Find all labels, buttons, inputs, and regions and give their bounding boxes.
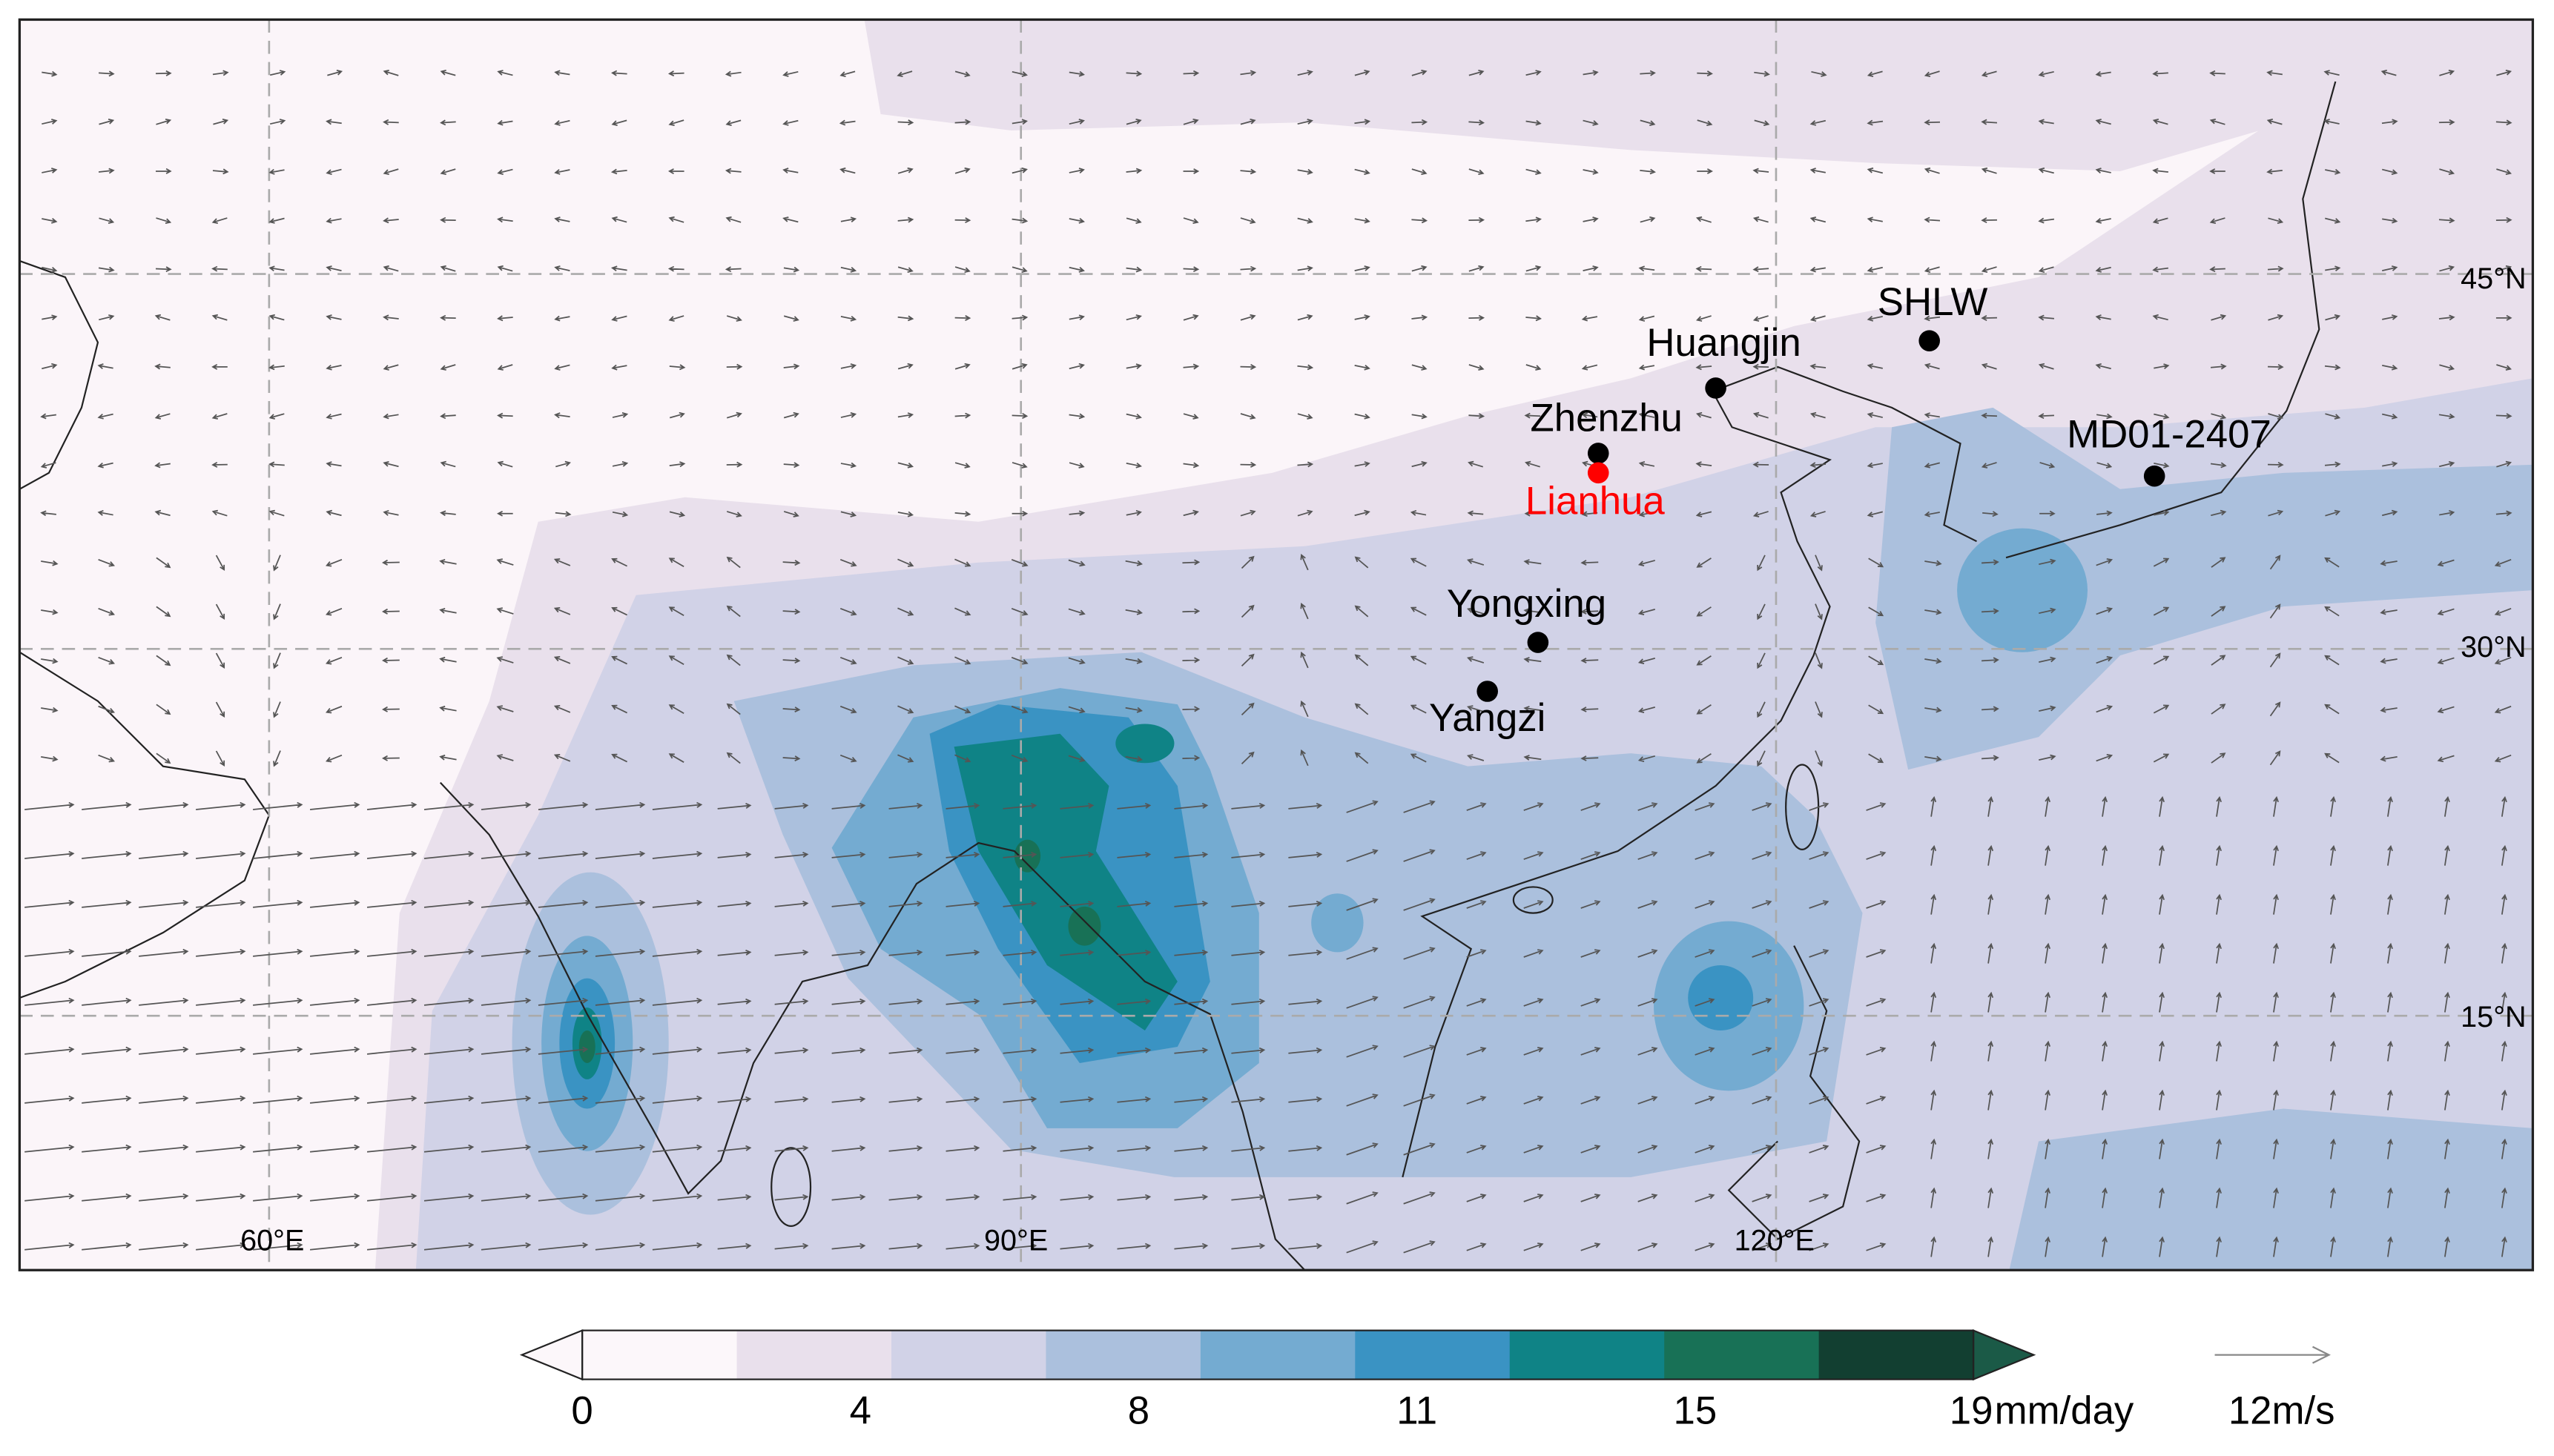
contour-band [1957,528,2088,652]
site-marker [1476,681,1498,702]
map-frame [18,18,2535,1271]
colorbar-tick-label: 11 [1396,1389,1437,1433]
contour-band [1875,407,2533,770]
reference-arrow [2214,1346,2331,1364]
reference-value: 12 [2228,1389,2272,1433]
longitude-label: 120°E [1735,1224,1815,1257]
contour-band [2009,1108,2533,1271]
site-label: MD01-2407 [2067,412,2271,456]
colorbar-extend-high [1972,1328,2036,1381]
coastline [1512,886,1554,914]
colorbar-segment [1355,1330,1511,1380]
coastline [439,781,1306,1271]
site-marker [2143,465,2165,487]
site-label: Yangzi [1429,696,1545,740]
reference-unit: m/s [2272,1389,2335,1433]
colorbar-frame [581,1329,1975,1380]
wind-vectors [24,69,2512,1257]
site-label: Huangjin [1646,321,1801,365]
colorbar-tick-label: 8 [1128,1389,1149,1433]
longitude-label: 60°E [240,1224,304,1257]
contour-band [1688,964,1754,1030]
colorbar-segment [1509,1330,1666,1380]
coastline [1727,945,1861,1240]
graticule [19,19,2533,1271]
colorbar-segment [1818,1330,1975,1380]
site-marker [1918,330,1940,351]
labels: 60°E 90°E 120°E 45°N 30°N 15°N SHLW Huangjin Zhe… [240,262,2526,1433]
contour-band [1068,906,1101,946]
contour-band [1115,724,1175,764]
colorbar-segment [1046,1330,1201,1380]
coastline [1402,365,1977,1178]
coastline [19,259,99,490]
site-marker [1705,377,1726,399]
colorbar-segment [736,1330,893,1380]
site-marker [1587,462,1609,484]
contour-band [864,19,2533,171]
site-label: Lianhua [1525,480,1665,523]
colorbar-tick-label: 19 [1950,1389,1993,1433]
colorbar-segment [582,1330,738,1380]
coastlines [19,81,2337,1271]
colorbar-tick-label: 4 [850,1389,871,1433]
colorbar-segment [1664,1330,1820,1380]
latitude-label: 45°N [2461,262,2526,295]
precipitation-field [19,19,2533,1271]
colorbar-segment [891,1330,1047,1380]
coastline [771,1147,812,1227]
site-label: Yongxing [1447,582,1606,626]
coastline [2005,81,2337,559]
contour-band [578,1030,595,1063]
site-marker [1527,632,1549,653]
colorbar-segment [1200,1330,1356,1380]
site-label: SHLW [1878,280,1988,324]
longitude-label: 90°E [984,1224,1048,1257]
colorbar-unit: mm/day [1995,1389,2134,1433]
colorbar-extend-low [519,1328,584,1381]
contour-band [1311,893,1364,953]
site-label: Zhenzhu [1531,396,1683,440]
colorbar-tick-label: 0 [571,1389,593,1433]
colorbar-tick-label: 15 [1674,1389,1717,1433]
latitude-label: 15°N [2461,1001,2526,1033]
site-marker [1587,443,1609,464]
latitude-label: 30°N [2461,631,2526,664]
